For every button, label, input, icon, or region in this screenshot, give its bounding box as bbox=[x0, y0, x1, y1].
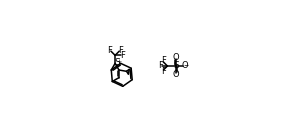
Text: S: S bbox=[114, 58, 120, 67]
Text: −: − bbox=[184, 62, 189, 67]
Text: F: F bbox=[118, 46, 123, 55]
Text: O: O bbox=[173, 53, 179, 62]
Text: F: F bbox=[161, 56, 166, 65]
Text: F: F bbox=[158, 62, 163, 70]
Text: O: O bbox=[173, 70, 179, 79]
Text: F: F bbox=[107, 46, 112, 55]
Text: O: O bbox=[181, 62, 188, 70]
Text: F: F bbox=[161, 67, 166, 76]
Text: S: S bbox=[173, 62, 179, 70]
Text: +: + bbox=[116, 59, 121, 64]
Text: F: F bbox=[120, 51, 125, 60]
